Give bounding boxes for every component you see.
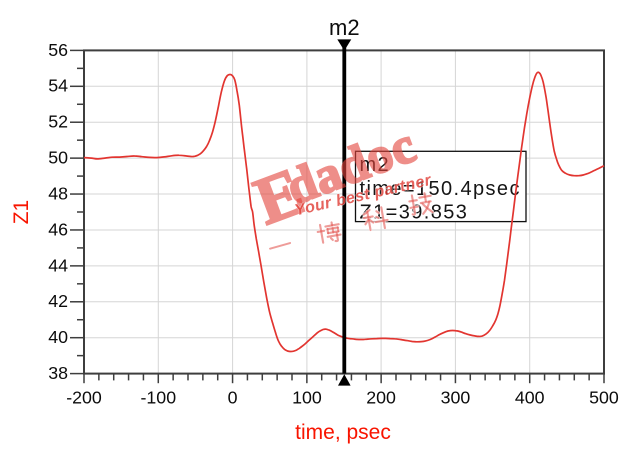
svg-text:300: 300 <box>441 388 471 408</box>
svg-text:50: 50 <box>48 148 68 168</box>
svg-text:Z1=39.853: Z1=39.853 <box>360 201 469 223</box>
svg-text:100: 100 <box>292 388 322 408</box>
svg-text:m2: m2 <box>360 154 391 176</box>
svg-text:42: 42 <box>48 291 68 311</box>
svg-text:40: 40 <box>48 327 68 347</box>
svg-text:Z1: Z1 <box>10 200 33 225</box>
svg-text:-200: -200 <box>66 388 102 408</box>
svg-text:46: 46 <box>48 219 68 239</box>
svg-text:time, psec: time, psec <box>295 421 391 444</box>
svg-text:m2: m2 <box>329 15 360 40</box>
svg-text:400: 400 <box>515 388 545 408</box>
svg-text:200: 200 <box>366 388 396 408</box>
svg-text:48: 48 <box>48 183 68 203</box>
svg-text:44: 44 <box>48 255 68 275</box>
svg-text:52: 52 <box>48 112 68 132</box>
svg-text:500: 500 <box>589 388 619 408</box>
svg-text:-100: -100 <box>141 388 177 408</box>
svg-text:54: 54 <box>48 76 68 96</box>
svg-text:time=150.4psec: time=150.4psec <box>360 178 521 200</box>
svg-text:0: 0 <box>228 388 238 408</box>
svg-text:38: 38 <box>48 363 68 383</box>
svg-text:56: 56 <box>48 40 68 60</box>
